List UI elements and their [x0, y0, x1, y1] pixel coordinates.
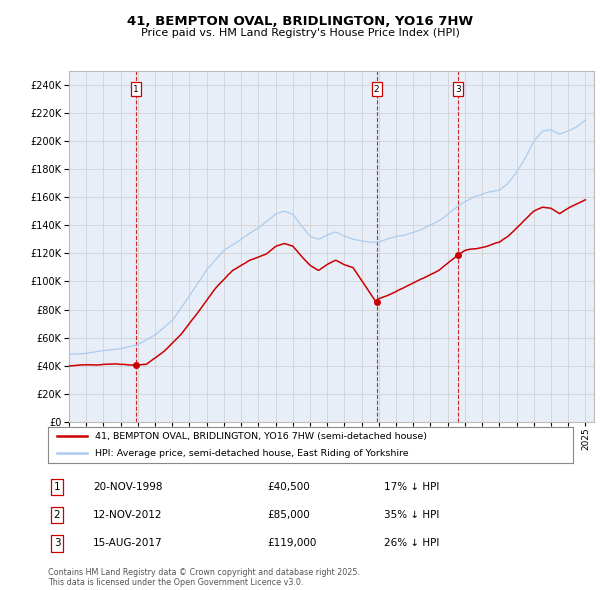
Text: 26% ↓ HPI: 26% ↓ HPI: [384, 539, 439, 548]
Text: 1: 1: [133, 84, 139, 94]
Text: 41, BEMPTON OVAL, BRIDLINGTON, YO16 7HW (semi-detached house): 41, BEMPTON OVAL, BRIDLINGTON, YO16 7HW …: [95, 432, 427, 441]
Text: Contains HM Land Registry data © Crown copyright and database right 2025.
This d: Contains HM Land Registry data © Crown c…: [48, 568, 360, 587]
Text: 12-NOV-2012: 12-NOV-2012: [93, 510, 163, 520]
Text: 3: 3: [53, 539, 61, 548]
Text: 17% ↓ HPI: 17% ↓ HPI: [384, 482, 439, 491]
Text: 35% ↓ HPI: 35% ↓ HPI: [384, 510, 439, 520]
Text: 2: 2: [374, 84, 379, 94]
Text: 2: 2: [53, 510, 61, 520]
Text: 20-NOV-1998: 20-NOV-1998: [93, 482, 163, 491]
Text: 41, BEMPTON OVAL, BRIDLINGTON, YO16 7HW: 41, BEMPTON OVAL, BRIDLINGTON, YO16 7HW: [127, 15, 473, 28]
Text: £85,000: £85,000: [267, 510, 310, 520]
Text: 3: 3: [455, 84, 461, 94]
Text: 1: 1: [53, 482, 61, 491]
Text: 15-AUG-2017: 15-AUG-2017: [93, 539, 163, 548]
Text: £119,000: £119,000: [267, 539, 316, 548]
Text: £40,500: £40,500: [267, 482, 310, 491]
Text: Price paid vs. HM Land Registry's House Price Index (HPI): Price paid vs. HM Land Registry's House …: [140, 28, 460, 38]
Text: HPI: Average price, semi-detached house, East Riding of Yorkshire: HPI: Average price, semi-detached house,…: [95, 449, 409, 458]
